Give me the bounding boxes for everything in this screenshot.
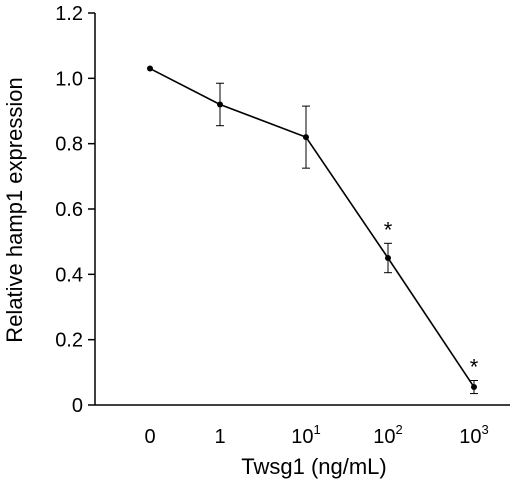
y-tick-label: 0.2 <box>55 330 83 352</box>
data-point <box>303 134 309 141</box>
data-point <box>385 255 391 261</box>
significance-marker: * <box>384 217 393 242</box>
x-tick-label: 103 <box>459 422 488 448</box>
y-tick-label: 0.6 <box>55 199 83 221</box>
series-line-path <box>149 67 475 388</box>
x-tick-label: 1 <box>214 426 225 448</box>
series-line: ** <box>147 65 479 395</box>
y-tick-label: 1.2 <box>55 3 83 25</box>
x-tick-label: 101 <box>291 422 320 448</box>
data-point <box>147 65 153 72</box>
y-tick-label: 0.4 <box>55 264 83 286</box>
x-axis: 0 1 101 102 103 <box>95 404 510 448</box>
data-point <box>471 384 477 391</box>
significance-marker: * <box>470 355 479 380</box>
x-tick-label: 0 <box>144 426 155 448</box>
y-tick-label: 0 <box>72 395 83 417</box>
x-axis-title: Twsg1 (ng/mL) <box>241 454 387 479</box>
x-tick-label: 102 <box>373 422 402 448</box>
y-axis-title: Relative hamp1 expression <box>2 77 27 342</box>
y-tick-label: 1.0 <box>55 68 83 90</box>
y-tick-label: 0.8 <box>55 134 83 156</box>
data-point <box>217 101 223 108</box>
y-axis: 0 0.2 0.4 0.6 0.8 1.0 1.2 <box>55 3 96 417</box>
